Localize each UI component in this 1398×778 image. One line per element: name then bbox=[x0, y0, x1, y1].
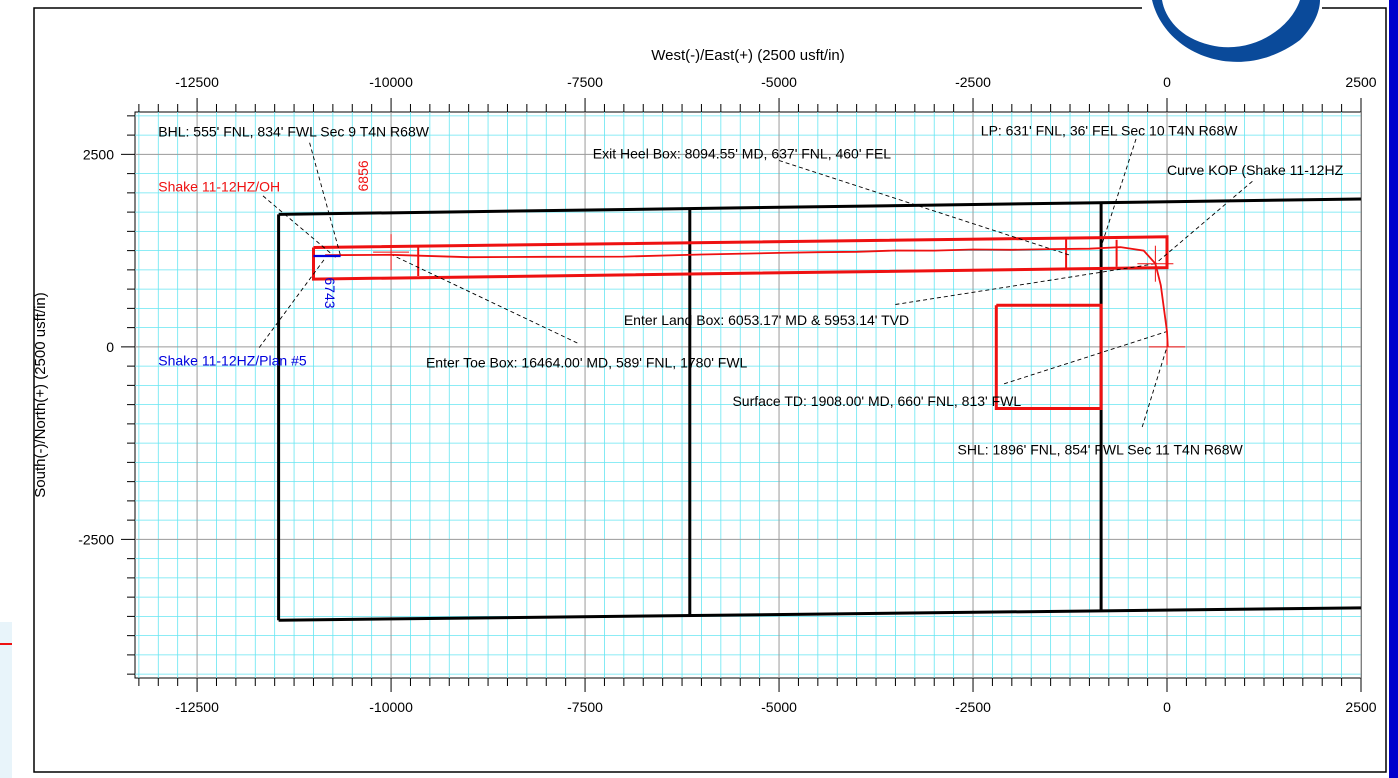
annotation-label: LP: 631' FNL, 36' FEL Sec 10 T4N R68W bbox=[981, 122, 1238, 138]
left-strip bbox=[0, 622, 12, 778]
annotation-label: Enter Land Box: 6053.17' MD & 5953.14' T… bbox=[624, 312, 909, 328]
annotation-leaders bbox=[258, 138, 1253, 428]
annotation-label: Shake 11-12HZ/Plan #5 bbox=[158, 353, 307, 369]
annotation-leader bbox=[262, 195, 337, 259]
annotation-label: Exit Heel Box: 8094.55' MD, 637' FNL, 46… bbox=[593, 146, 891, 162]
x-tick-label-top: -2500 bbox=[955, 74, 991, 90]
annotations: BHL: 555' FNL, 834' FWL Sec 9 T4N R68W Sh… bbox=[158, 122, 1343, 457]
annotation-leader bbox=[309, 142, 342, 257]
company-logo bbox=[1142, 0, 1322, 72]
right-side-bar bbox=[1389, 0, 1398, 778]
x-tick-label-bottom: 2500 bbox=[1345, 699, 1376, 715]
y-axis-title: South(-)/North(+) (2500 usft/in) bbox=[32, 292, 49, 498]
x-tick-label-top: 2500 bbox=[1345, 74, 1376, 90]
annotation-label: Surface TD: 1908.00' MD, 660' FNL, 813' … bbox=[732, 393, 1021, 409]
annotation-leader bbox=[390, 254, 578, 344]
actual-wellbore-path bbox=[325, 246, 1169, 347]
annotation-leader bbox=[1003, 331, 1168, 385]
annotation-leader bbox=[1100, 138, 1137, 247]
x-tick-label-top: -7500 bbox=[567, 74, 603, 90]
lease-lines bbox=[277, 197, 1361, 622]
axis-ticks bbox=[121, 98, 1362, 692]
x-tick-label-bottom: -10000 bbox=[369, 699, 413, 715]
y-tick-label: -2500 bbox=[78, 531, 114, 547]
x-tick-label-bottom: 0 bbox=[1163, 699, 1171, 715]
annotation-label: SHL: 1896' FNL, 854' FWL Sec 11 T4N R68W bbox=[958, 441, 1244, 457]
lease-line bbox=[278, 606, 1361, 622]
survey-markers bbox=[373, 234, 1186, 365]
y-tick-label: 2500 bbox=[83, 146, 114, 162]
axis-tick-labels: -12500 -12500 -10000 -10000 -7500 -7500 -5000 -… bbox=[78, 74, 1377, 715]
x-tick-label-bottom: -2500 bbox=[955, 699, 991, 715]
annotation-label: BHL: 555' FNL, 834' FWL Sec 9 T4N R68W bbox=[158, 123, 429, 139]
annotation-leader bbox=[778, 160, 1071, 256]
x-tick-label-top: -5000 bbox=[761, 74, 797, 90]
lease-line bbox=[278, 197, 1361, 216]
annotation-label: Enter Toe Box: 16464.00' MD, 589' FNL, 1… bbox=[426, 354, 748, 370]
annotation-leader bbox=[1155, 180, 1253, 265]
x-tick-label-top: -10000 bbox=[369, 74, 413, 90]
x-tick-label-top: 0 bbox=[1163, 74, 1171, 90]
target-boxes bbox=[312, 235, 1169, 410]
x-tick-label-bottom: -5000 bbox=[761, 699, 797, 715]
annotation-leader bbox=[895, 263, 1156, 305]
annotation-label: Curve KOP (Shake 11-12HZ bbox=[1167, 162, 1344, 178]
well-paths bbox=[313, 246, 1169, 347]
x-tick-label-bottom: -12500 bbox=[175, 699, 219, 715]
minor-grid bbox=[135, 112, 1361, 678]
annotation-leader bbox=[258, 258, 326, 348]
x-axis-title: West(-)/East(+) (2500 usft/in) bbox=[651, 47, 845, 64]
annotation-label: Shake 11-12HZ/OH bbox=[158, 179, 280, 195]
depth-label: 6856 bbox=[355, 160, 371, 191]
target-box bbox=[994, 303, 1103, 410]
x-tick-label-bottom: -7500 bbox=[567, 699, 603, 715]
target-box bbox=[312, 235, 1169, 281]
x-tick-label-top: -12500 bbox=[175, 74, 219, 90]
depth-label: 6743 bbox=[322, 277, 338, 308]
y-tick-label: 0 bbox=[106, 339, 114, 355]
